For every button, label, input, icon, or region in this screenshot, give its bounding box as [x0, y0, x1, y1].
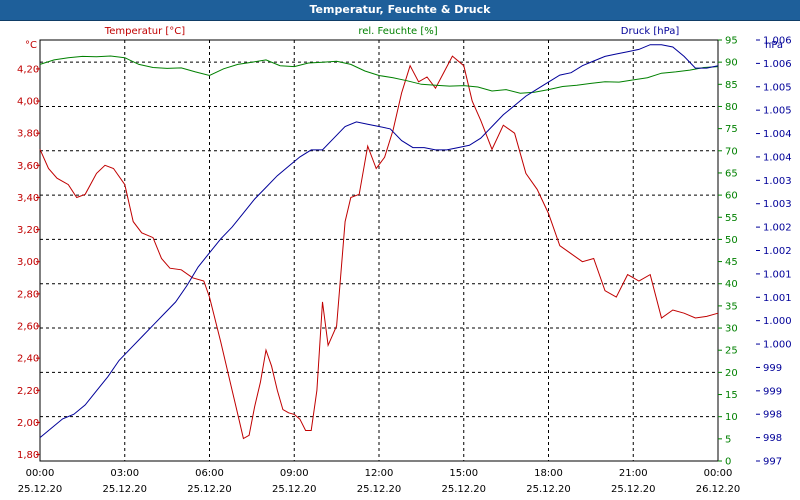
temperature-tick-label: 1,80 [17, 450, 39, 461]
temperature-series-line [39, 55, 719, 440]
x-tick-time: 00:00 [26, 468, 55, 479]
temperature-tick-label: 3,20 [17, 225, 39, 236]
temperature-unit-label: °C [25, 40, 37, 51]
pressure-tick-label: 1.003 [763, 199, 792, 210]
pressure-tick-label: 1.002 [763, 223, 792, 234]
labels: °C Temperatur [°C] rel. Feuchte [%] Druc… [25, 26, 783, 51]
temperature-axis-title: Temperatur [°C] [104, 26, 185, 37]
humidity-tick-label: 85 [725, 80, 738, 91]
axes: 00:00 25.12.20 03:00 25.12.20 06:00 25.12.20 0… [17, 36, 792, 496]
humidity-tick-label: 45 [725, 257, 738, 268]
grid [39, 39, 719, 462]
humidity-tick-label: 15 [725, 390, 738, 401]
pressure-unit-label: hPa [765, 40, 783, 51]
x-tick-date: 26.12.20 [696, 484, 741, 495]
x-tick-time: 09:00 [280, 468, 309, 479]
pressure-tick-label: 1.001 [763, 293, 792, 304]
temperature-tick-label: 2,40 [17, 354, 39, 365]
humidity-tick-label: 25 [725, 346, 738, 357]
chart-title: Temperatur, Feuchte & Druck [0, 0, 800, 21]
series-layer [39, 44, 719, 440]
x-tick-date: 25.12.20 [441, 484, 486, 495]
temperature-tick-label: 4,00 [17, 97, 39, 108]
humidity-tick-label: 70 [725, 146, 738, 157]
x-tick-time: 06:00 [195, 468, 224, 479]
x-tick-date: 25.12.20 [357, 484, 402, 495]
x-tick-date: 25.12.20 [102, 484, 147, 495]
pressure-tick-label: 1.002 [763, 246, 792, 257]
temperature-tick-label: 2,20 [17, 386, 39, 397]
humidity-tick-label: 10 [725, 412, 738, 423]
x-tick-time: 21:00 [619, 468, 648, 479]
x-tick-date: 25.12.20 [272, 484, 317, 495]
pressure-series-line [39, 44, 719, 438]
x-tick-time: 12:00 [365, 468, 394, 479]
temperature-tick-label: 2,60 [17, 322, 39, 333]
humidity-tick-label: 30 [725, 324, 738, 335]
humidity-tick-label: 0 [725, 457, 731, 468]
pressure-tick-label: 1.005 [763, 106, 792, 117]
pressure-tick-label: 1.003 [763, 176, 792, 187]
temperature-tick-label: 2,00 [17, 418, 39, 429]
pressure-tick-label: 1.006 [763, 59, 792, 70]
temperature-tick-label: 3,80 [17, 129, 39, 140]
pressure-tick-label: 1.004 [763, 129, 792, 140]
humidity-tick-label: 90 [725, 58, 738, 69]
humidity-axis-title: rel. Feuchte [%] [358, 26, 437, 37]
temperature-tick-label: 4,20 [17, 64, 39, 75]
x-tick-date: 25.12.20 [18, 484, 63, 495]
pressure-tick-label: 1.001 [763, 269, 792, 280]
pressure-tick-label: 998 [763, 410, 782, 421]
humidity-series-line [39, 55, 719, 94]
temperature-tick-label: 2,80 [17, 289, 39, 300]
pressure-tick-label: 1.004 [763, 152, 792, 163]
x-tick-date: 25.12.20 [526, 484, 571, 495]
temperature-tick-label: 3,40 [17, 193, 39, 204]
x-tick-time: 03:00 [110, 468, 139, 479]
humidity-tick-label: 55 [725, 213, 738, 224]
humidity-tick-label: 65 [725, 168, 738, 179]
pressure-tick-label: 999 [763, 363, 782, 374]
humidity-tick-label: 20 [725, 368, 738, 379]
x-tick-time: 18:00 [534, 468, 563, 479]
temperature-tick-label: 3,00 [17, 257, 39, 268]
humidity-tick-label: 50 [725, 235, 738, 246]
humidity-tick-label: 80 [725, 102, 738, 113]
pressure-tick-label: 1.000 [763, 340, 792, 351]
x-tick-time: 00:00 [704, 468, 733, 479]
pressure-tick-label: 999 [763, 386, 782, 397]
humidity-tick-label: 75 [725, 124, 738, 135]
pressure-tick-label: 1.000 [763, 316, 792, 327]
humidity-tick-label: 40 [725, 279, 738, 290]
pressure-tick-label: 1.006 [763, 36, 792, 47]
pressure-tick-label: 1.005 [763, 82, 792, 93]
humidity-tick-label: 35 [725, 301, 738, 312]
humidity-tick-label: 60 [725, 191, 738, 202]
humidity-tick-label: 95 [725, 36, 738, 47]
pressure-axis-title: Druck [hPa] [621, 26, 680, 37]
pressure-tick-label: 998 [763, 433, 782, 444]
x-tick-date: 25.12.20 [187, 484, 232, 495]
humidity-tick-label: 5 [725, 434, 731, 445]
x-tick-date: 25.12.20 [611, 484, 656, 495]
pressure-tick-label: 997 [763, 457, 782, 468]
x-tick-time: 15:00 [449, 468, 478, 479]
temperature-tick-label: 3,60 [17, 161, 39, 172]
